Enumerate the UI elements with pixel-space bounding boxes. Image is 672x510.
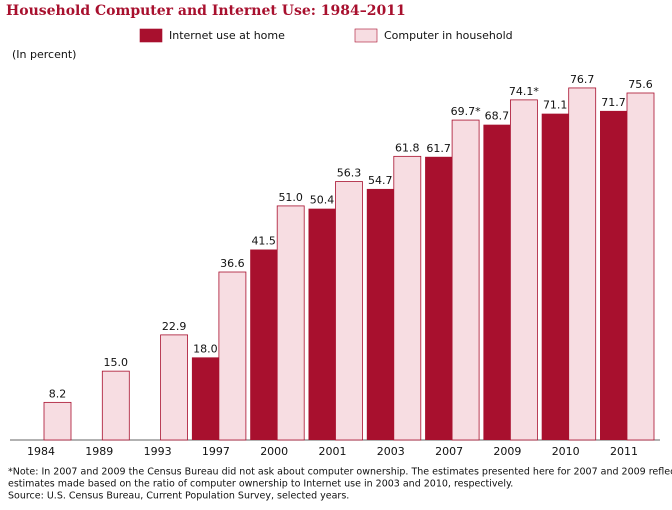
value-label: 41.5 xyxy=(251,235,276,248)
bar xyxy=(600,110,627,440)
value-label: 71.1 xyxy=(543,99,568,112)
value-label: 68.7 xyxy=(485,110,510,123)
bar xyxy=(393,155,422,441)
x-tick-label: 1993 xyxy=(144,445,172,458)
value-label: 51.0 xyxy=(278,191,303,204)
value-label: 15.0 xyxy=(104,356,129,369)
x-tick-label: 1989 xyxy=(85,445,113,458)
x-tick-label: 2010 xyxy=(552,445,580,458)
bar xyxy=(541,113,569,440)
bar xyxy=(308,208,336,440)
value-label: 50.4 xyxy=(310,194,335,207)
value-label: 36.6 xyxy=(220,257,245,270)
bar xyxy=(191,357,219,440)
bar xyxy=(250,249,278,440)
value-label: 69.7* xyxy=(451,105,481,118)
x-tick-label: 2007 xyxy=(435,445,463,458)
x-tick-label: 1997 xyxy=(202,445,230,458)
value-label: 71.7 xyxy=(601,96,626,109)
value-label: 74.1* xyxy=(509,85,539,98)
x-tick-label: 2000 xyxy=(260,445,288,458)
bar xyxy=(568,87,597,441)
note: *Note: In 2007 and 2009 the Census Burea… xyxy=(8,467,672,478)
value-label: 61.7 xyxy=(426,142,451,155)
bar xyxy=(276,205,305,441)
legend-swatch xyxy=(354,28,378,43)
x-tick-label: 2001 xyxy=(319,445,347,458)
chart-subtitle: (In percent) xyxy=(12,48,76,61)
bar xyxy=(335,181,363,441)
x-tick-label: 1984 xyxy=(27,445,55,458)
x-tick-label: 2003 xyxy=(377,445,405,458)
chart-title: Household Computer and Internet Use: 198… xyxy=(6,3,406,19)
bar xyxy=(626,92,655,441)
note: estimates made based on the ratio of com… xyxy=(8,479,513,490)
source: Source: U.S. Census Bureau, Current Popu… xyxy=(8,491,349,502)
value-label: 18.0 xyxy=(193,342,218,355)
bar xyxy=(160,334,189,441)
value-label: 75.6 xyxy=(628,78,653,91)
value-label: 8.2 xyxy=(49,387,67,400)
bar xyxy=(425,156,453,440)
value-label: 56.3 xyxy=(337,167,362,180)
bar xyxy=(101,370,130,441)
bar xyxy=(483,124,511,441)
bar xyxy=(451,119,480,441)
legend-label: Computer in household xyxy=(384,29,513,42)
value-label: 22.9 xyxy=(162,320,187,333)
value-label: 76.7 xyxy=(570,73,595,86)
x-tick-label: 2011 xyxy=(610,445,638,458)
bar xyxy=(218,271,247,441)
legend-label: Internet use at home xyxy=(169,29,285,42)
value-label: 61.8 xyxy=(395,141,420,154)
legend-swatch xyxy=(139,28,163,43)
bar xyxy=(509,99,538,441)
bar xyxy=(43,401,72,441)
value-label: 54.7 xyxy=(368,174,393,187)
x-tick-label: 2009 xyxy=(493,445,521,458)
bar xyxy=(366,188,394,440)
